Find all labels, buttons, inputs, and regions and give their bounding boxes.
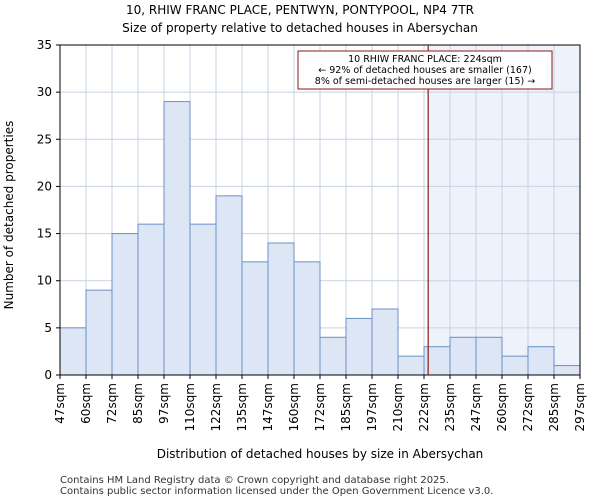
y-tick-label: 30 <box>37 85 52 99</box>
x-tick-label: 260sqm <box>495 383 509 431</box>
bar <box>553 365 581 376</box>
x-tick-label: 172sqm <box>313 383 327 431</box>
x-tick-label: 185sqm <box>339 383 353 431</box>
x-tick-label: 97sqm <box>157 383 171 424</box>
footer-line-1: Contains HM Land Registry data © Crown c… <box>60 475 449 486</box>
plot-area: 0 5 10 15 20 25 30 35 47sqm 60sqm 72sqm 85sqm 97sqm 1… <box>37 38 587 431</box>
x-tick-label: 72sqm <box>105 383 119 424</box>
bar <box>527 346 555 376</box>
y-tick-label: 0 <box>44 368 52 382</box>
x-tick-label: 247sqm <box>469 383 483 431</box>
x-tick-label: 235sqm <box>443 383 457 431</box>
x-tick-label: 135sqm <box>235 383 249 431</box>
bar <box>215 195 243 376</box>
x-tick-label: 110sqm <box>183 383 197 431</box>
bar <box>137 223 165 376</box>
annotation-box <box>297 50 553 90</box>
annotation-text-line: ← 92% of detached houses are smaller (16… <box>318 65 531 76</box>
bar <box>163 101 191 376</box>
chart-subtitle: Size of property relative to detached ho… <box>122 21 478 35</box>
y-tick-label: 15 <box>37 227 52 241</box>
bar <box>319 336 347 376</box>
y-axis-label: Number of detached properties <box>2 121 16 310</box>
y-tick-label: 35 <box>37 38 52 52</box>
x-tick-label: 47sqm <box>53 383 67 424</box>
annotation-text-line: 10 RHIW FRANC PLACE: 224sqm <box>348 54 502 65</box>
bar <box>189 223 217 376</box>
x-tick-label: 60sqm <box>79 383 93 424</box>
y-tick-label: 20 <box>37 179 52 193</box>
chart-title: 10, RHIW FRANC PLACE, PENTWYN, PONTYPOOL… <box>126 3 474 17</box>
bar <box>501 355 529 376</box>
x-tick-label: 222sqm <box>417 383 431 431</box>
bar <box>111 233 139 376</box>
bar <box>293 261 321 376</box>
x-tick-label: 297sqm <box>573 383 587 431</box>
bar <box>345 317 373 376</box>
y-tick-label: 10 <box>37 274 52 288</box>
footer-line-2: Contains public sector information licen… <box>60 486 493 497</box>
x-axis-label: Distribution of detached houses by size … <box>157 447 484 461</box>
x-tick-label: 272sqm <box>521 383 535 431</box>
annotation-text-line: 8% of semi-detached houses are larger (1… <box>315 76 535 87</box>
y-tick-label: 5 <box>44 321 52 335</box>
bar <box>475 336 503 376</box>
x-tick-label: 285sqm <box>547 383 561 431</box>
x-tick-label: 85sqm <box>131 383 145 424</box>
bar <box>371 308 399 376</box>
bar <box>397 355 425 376</box>
x-tick-label: 197sqm <box>365 383 379 431</box>
x-tick-label: 122sqm <box>209 383 223 431</box>
x-tick-label: 210sqm <box>391 383 405 431</box>
x-tick-label: 160sqm <box>287 383 301 431</box>
highlight-region <box>428 45 580 375</box>
bar <box>241 261 269 376</box>
bar <box>267 242 295 376</box>
x-tick-label: 147sqm <box>261 383 275 431</box>
bar <box>449 336 477 376</box>
y-tick-label: 25 <box>37 132 52 146</box>
bar <box>85 289 113 376</box>
bar <box>59 327 87 376</box>
